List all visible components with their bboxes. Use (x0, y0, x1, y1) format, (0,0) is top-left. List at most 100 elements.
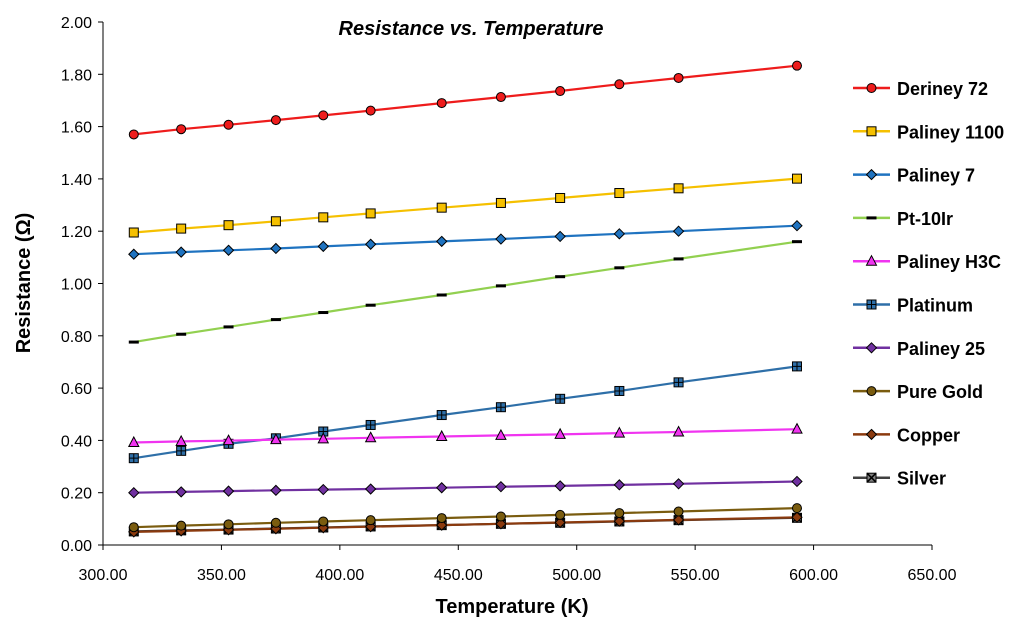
series-layer (127, 60, 803, 538)
data-point-paliney-7 (175, 246, 187, 258)
data-point-copper (613, 515, 626, 527)
data-point-platinum (128, 453, 139, 464)
legend-label-paliney-h3c: Paliney H3C (897, 252, 1001, 272)
data-point-paliney-25 (435, 482, 448, 494)
legend-marker-paliney-25 (865, 342, 878, 354)
data-point-pure-gold (495, 511, 506, 522)
legend-marker-platinum (866, 299, 877, 310)
legend-item-platinum: Platinum (853, 296, 973, 316)
data-point-pure-gold (555, 509, 566, 520)
y-tick-label: 1.40 (61, 172, 92, 189)
legend-item-silver: Silver (853, 469, 946, 489)
data-point-paliney-1100 (318, 212, 329, 223)
data-point-paliney-7 (317, 240, 329, 253)
data-point-paliney-7 (128, 248, 140, 260)
data-point-paliney-25 (672, 478, 685, 490)
series-line-pure-gold (133, 507, 798, 529)
data-point-pt-10ir (270, 318, 281, 322)
x-tick-label: 600.00 (789, 567, 838, 584)
data-point-copper (554, 516, 566, 529)
legend-marker-deriney-72 (866, 83, 877, 93)
data-point-paliney-h3c (175, 434, 187, 446)
data-point-pt-10ir (128, 340, 139, 344)
data-point-pt-10ir (555, 275, 566, 279)
data-point-copper (791, 511, 803, 523)
data-point-platinum-plus (176, 446, 186, 456)
data-point-pure-gold (673, 506, 684, 517)
data-point-paliney-h3c (270, 433, 282, 445)
data-point-deriney-72 (176, 124, 187, 135)
data-point-deriney-72 (318, 110, 329, 121)
data-point-deriney-72 (365, 105, 376, 116)
data-point-deriney-72 (614, 79, 625, 90)
x-axis-title: Temperature (K) (436, 596, 589, 618)
data-point-paliney-7 (791, 220, 803, 232)
data-point-pure-gold (436, 513, 447, 524)
legend-marker-paliney-7 (865, 168, 878, 181)
data-point-paliney-1100 (495, 197, 506, 208)
legend: Deriney 72 Paliney 1100 Paliney 7 Pt-10Ir Pa… (853, 79, 1004, 489)
data-point-paliney-1100 (614, 188, 625, 199)
data-point-platinum-plus (437, 410, 447, 420)
data-point-pt-10ir (223, 325, 234, 329)
data-point-pure-gold (365, 515, 376, 526)
series-pt-10ir (128, 240, 802, 344)
legend-marker-pt-10ir (866, 216, 877, 220)
y-tick-label: 1.20 (61, 224, 92, 241)
data-point-pure-gold (128, 522, 139, 533)
data-point-platinum (673, 377, 684, 388)
series-line-paliney-h3c (133, 428, 798, 444)
data-point-paliney-h3c (791, 422, 803, 434)
data-point-paliney-h3c (672, 425, 685, 437)
data-point-deriney-72 (436, 98, 447, 109)
series-platinum (128, 361, 802, 464)
data-point-paliney-h3c (435, 429, 448, 441)
data-point-paliney-25 (613, 479, 626, 491)
y-axis-ticks: 0.00 0.20 0.40 0.60 0.80 1.00 1.20 1.40 1.60 1.80… (61, 15, 103, 555)
data-point-paliney-1100 (555, 192, 566, 203)
data-point-paliney-7 (613, 228, 626, 240)
data-point-platinum-plus (129, 453, 139, 463)
x-axis-ticks: 300.00 350.00 400.00 450.00 500.00 550.00 600.… (79, 545, 957, 584)
y-tick-label: 0.40 (61, 433, 92, 450)
legend-marker-paliney-1100 (866, 126, 877, 137)
legend-item-pure-gold: Pure Gold (853, 382, 983, 402)
legend-item-paliney-h3c: Paliney H3C (853, 252, 1001, 272)
data-point-paliney-25 (791, 475, 803, 488)
y-axis-title: Resistance (Ω) (13, 213, 35, 354)
data-point-pt-10ir (614, 266, 625, 270)
legend-item-paliney-7: Paliney 7 (853, 166, 975, 186)
data-point-pt-10ir (673, 257, 684, 261)
data-point-deriney-72 (555, 86, 566, 97)
data-point-pt-10ir (791, 240, 802, 244)
legend-label-paliney-7: Paliney 7 (897, 166, 975, 186)
legend-item-paliney-25: Paliney 25 (853, 339, 985, 359)
data-point-platinum-plus (614, 386, 624, 396)
data-point-deriney-72 (673, 72, 684, 83)
data-point-paliney-7 (435, 235, 448, 248)
data-point-paliney-1100 (791, 173, 802, 184)
data-point-paliney-25 (554, 480, 566, 492)
x-tick-label: 500.00 (552, 567, 601, 584)
series-paliney-7 (128, 220, 803, 260)
data-point-platinum (614, 385, 625, 396)
data-point-paliney-25 (222, 485, 235, 497)
data-point-pt-10ir (495, 284, 506, 288)
data-point-deriney-72 (791, 60, 802, 71)
data-point-deriney-72 (270, 115, 281, 126)
data-point-paliney-1100 (128, 227, 139, 238)
y-tick-label: 1.00 (61, 277, 92, 294)
series-paliney-h3c (127, 422, 803, 447)
data-point-copper (672, 514, 685, 526)
data-point-paliney-1100 (270, 216, 281, 227)
series-line-pt-10ir (133, 240, 798, 344)
data-point-pt-10ir (365, 303, 376, 307)
data-point-pure-gold (318, 516, 329, 527)
y-tick-label: 0.60 (61, 381, 92, 398)
data-point-platinum-plus (366, 420, 376, 430)
y-tick-label: 2.00 (61, 15, 92, 32)
data-point-paliney-25 (495, 480, 507, 493)
legend-marker-copper (865, 428, 878, 441)
